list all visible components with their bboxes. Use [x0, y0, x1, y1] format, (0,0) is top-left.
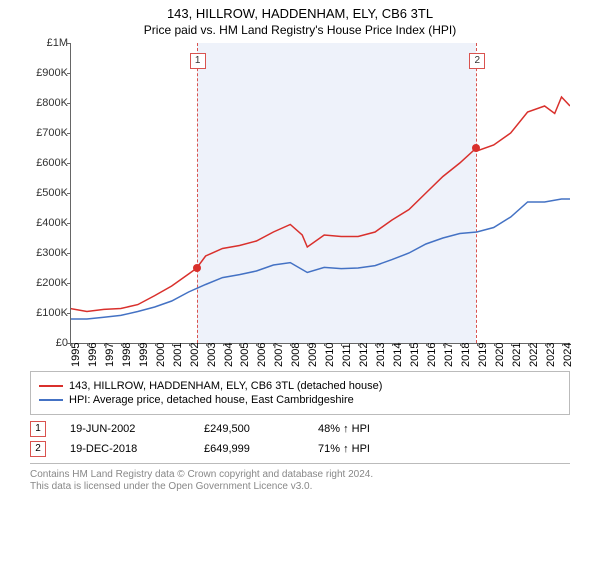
event-vs-hpi: 48% ↑ HPI — [318, 423, 370, 435]
event-date: 19-DEC-2018 — [70, 443, 180, 455]
event-num-box: 1 — [30, 421, 46, 437]
series-property — [70, 97, 570, 312]
x-tick-label: 1995 — [70, 343, 82, 367]
footer-attribution: Contains HM Land Registry data © Crown c… — [30, 463, 570, 492]
x-tick-label: 2010 — [324, 343, 336, 367]
x-tick-label: 2017 — [443, 343, 455, 367]
y-tick-label: £500K — [22, 187, 68, 199]
line-series-svg — [70, 43, 570, 343]
plot-region: 12 — [70, 43, 570, 343]
x-tick-label: 2002 — [189, 343, 201, 367]
x-tick-label: 2007 — [273, 343, 285, 367]
x-tick-label: 2024 — [562, 343, 574, 367]
x-tick-label: 2001 — [172, 343, 184, 367]
legend-item: HPI: Average price, detached house, East… — [39, 394, 561, 406]
y-tick-label: £400K — [22, 217, 68, 229]
y-tick-label: £0 — [22, 337, 68, 349]
sale-point-dot — [193, 264, 201, 272]
event-row: 2 19-DEC-2018 £649,999 71% ↑ HPI — [30, 441, 570, 457]
chart-title: 143, HILLROW, HADDENHAM, ELY, CB6 3TL — [0, 6, 600, 21]
legend-label: 143, HILLROW, HADDENHAM, ELY, CB6 3TL (d… — [69, 380, 382, 392]
legend-swatch — [39, 385, 63, 387]
footer-line-2: This data is licensed under the Open Gov… — [30, 481, 570, 492]
event-date: 19-JUN-2002 — [70, 423, 180, 435]
x-tick-label: 1998 — [121, 343, 133, 367]
legend-label: HPI: Average price, detached house, East… — [69, 394, 354, 406]
legend-item: 143, HILLROW, HADDENHAM, ELY, CB6 3TL (d… — [39, 380, 561, 392]
event-row: 1 19-JUN-2002 £249,500 48% ↑ HPI — [30, 421, 570, 437]
x-tick-label: 2000 — [155, 343, 167, 367]
x-tick-label: 2020 — [494, 343, 506, 367]
chart-area: 12 £0 £100K £200K £300K £400K £500K £600K £700K… — [20, 43, 580, 363]
x-tick-label: 2004 — [223, 343, 235, 367]
x-tick-label: 2022 — [528, 343, 540, 367]
x-tick-label: 2018 — [460, 343, 472, 367]
x-tick-label: 2003 — [206, 343, 218, 367]
footer-line-1: Contains HM Land Registry data © Crown c… — [30, 469, 570, 480]
event-price: £649,999 — [204, 443, 294, 455]
sale-point-dot — [472, 144, 480, 152]
event-num-box: 2 — [30, 441, 46, 457]
y-axis — [70, 43, 71, 343]
x-tick-label: 2013 — [375, 343, 387, 367]
legend-swatch — [39, 399, 63, 401]
y-tick-label: £900K — [22, 67, 68, 79]
y-tick-label: £300K — [22, 247, 68, 259]
x-tick-label: 2011 — [341, 343, 353, 367]
x-tick-label: 2006 — [256, 343, 268, 367]
x-tick-label: 2015 — [409, 343, 421, 367]
x-tick-label: 2012 — [358, 343, 370, 367]
x-tick-label: 1997 — [104, 343, 116, 367]
x-tick-label: 2021 — [511, 343, 523, 367]
y-tick-label: £200K — [22, 277, 68, 289]
y-tick-label: £100K — [22, 307, 68, 319]
events-table: 1 19-JUN-2002 £249,500 48% ↑ HPI 2 19-DEC-201… — [30, 421, 570, 457]
x-tick-label: 2023 — [545, 343, 557, 367]
x-tick-label: 2009 — [307, 343, 319, 367]
x-tick-label: 2005 — [239, 343, 251, 367]
chart-subtitle: Price paid vs. HM Land Registry's House … — [0, 23, 600, 37]
x-tick-label: 2016 — [426, 343, 438, 367]
y-tick-label: £1M — [22, 37, 68, 49]
x-tick-label: 2014 — [392, 343, 404, 367]
legend-box: 143, HILLROW, HADDENHAM, ELY, CB6 3TL (d… — [30, 371, 570, 415]
event-price: £249,500 — [204, 423, 294, 435]
y-tick-label: £800K — [22, 97, 68, 109]
x-tick-label: 1999 — [138, 343, 150, 367]
x-tick-label: 2019 — [477, 343, 489, 367]
x-tick-label: 1996 — [87, 343, 99, 367]
x-tick-label: 2008 — [290, 343, 302, 367]
event-vs-hpi: 71% ↑ HPI — [318, 443, 370, 455]
y-tick-label: £700K — [22, 127, 68, 139]
y-tick-label: £600K — [22, 157, 68, 169]
